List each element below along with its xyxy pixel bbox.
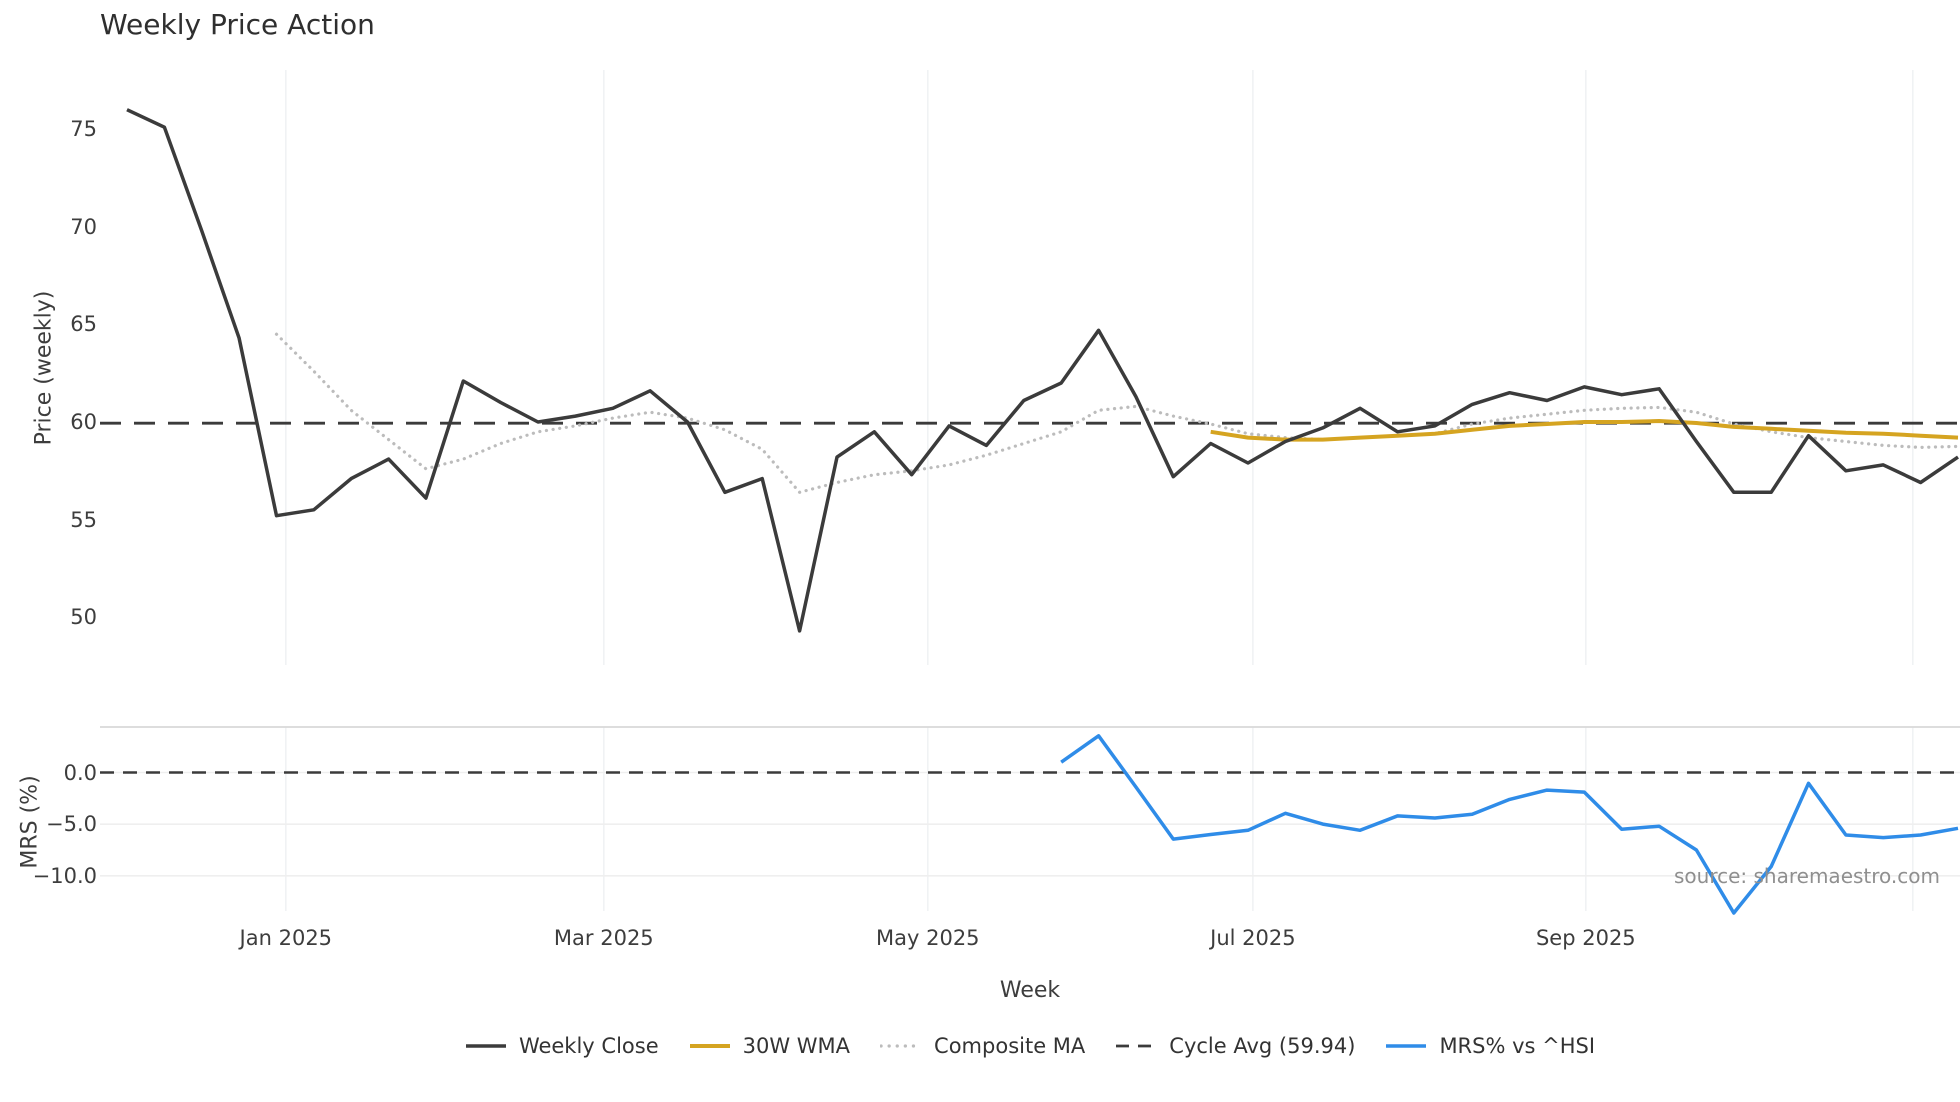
mrs-gridlines <box>100 771 1960 877</box>
price-tick-label: 55 <box>70 507 97 532</box>
price-tick-label: 50 <box>70 605 97 630</box>
series-line-30w-wma <box>1210 419 1959 442</box>
legend: Weekly Close 30W WMA Composite MA Cycle Avg… <box>100 1034 1960 1058</box>
legend-item-composite-ma: Composite MA <box>880 1034 1085 1058</box>
price-tick-label: 75 <box>70 117 97 142</box>
legend-item-cycle-avg-59-94: Cycle Avg (59.94) <box>1115 1034 1355 1058</box>
series-line-weekly-close <box>126 108 1959 633</box>
legend-label-mrs-vs-hsi: MRS% vs ^HSI <box>1439 1034 1596 1058</box>
x-tick-label: Jul 2025 <box>1210 926 1296 950</box>
chart-title: Weekly Price Action <box>100 8 375 41</box>
legend-label-30w-wma: 30W WMA <box>742 1034 851 1058</box>
watermark: source: sharemaestro.com <box>1674 864 1940 888</box>
legend-swatch-mrs-vs-hsi <box>1386 1044 1427 1048</box>
price-axis-label: Price (weekly) <box>31 290 57 446</box>
legend-label-cycle-avg-59-94: Cycle Avg (59.94) <box>1169 1034 1356 1058</box>
mrs-axis-label: MRS (%) <box>17 775 43 869</box>
legend-swatch-composite-ma <box>880 1044 923 1048</box>
mrs-tick-label: −10.0 <box>32 863 97 888</box>
series-line-composite-ma <box>274 332 1960 494</box>
legend-item-30w-wma: 30W WMA <box>689 1034 850 1058</box>
legend-swatch-cycle-avg-59-94 <box>1116 1044 1157 1048</box>
legend-swatch-30w-wma <box>689 1044 730 1048</box>
x-tick-label: Sep 2025 <box>1535 926 1636 950</box>
month-gridlines <box>285 70 1914 911</box>
price-tick-label: 65 <box>70 312 97 337</box>
legend-item-mrs-vs-hsi: MRS% vs ^HSI <box>1385 1034 1595 1058</box>
legend-label-composite-ma: Composite MA <box>934 1034 1086 1058</box>
legend-label-weekly-close: Weekly Close <box>518 1034 659 1058</box>
price-tick-label: 60 <box>70 410 97 434</box>
x-tick-label: May 2025 <box>876 926 980 950</box>
x-tick-label: Mar 2025 <box>553 926 654 950</box>
legend-swatch-weekly-close <box>465 1044 506 1048</box>
legend-item-weekly-close: Weekly Close <box>465 1034 659 1058</box>
price-tick-label: 70 <box>70 214 97 239</box>
mrs-tick-label: 0.0 <box>63 760 97 785</box>
x-axis-label: Week <box>999 978 1061 1003</box>
series-line-mrs-vs-hsi <box>1060 734 1959 915</box>
x-tick-label: Jan 2025 <box>239 926 333 950</box>
mrs-tick-label: −5.0 <box>46 812 97 837</box>
